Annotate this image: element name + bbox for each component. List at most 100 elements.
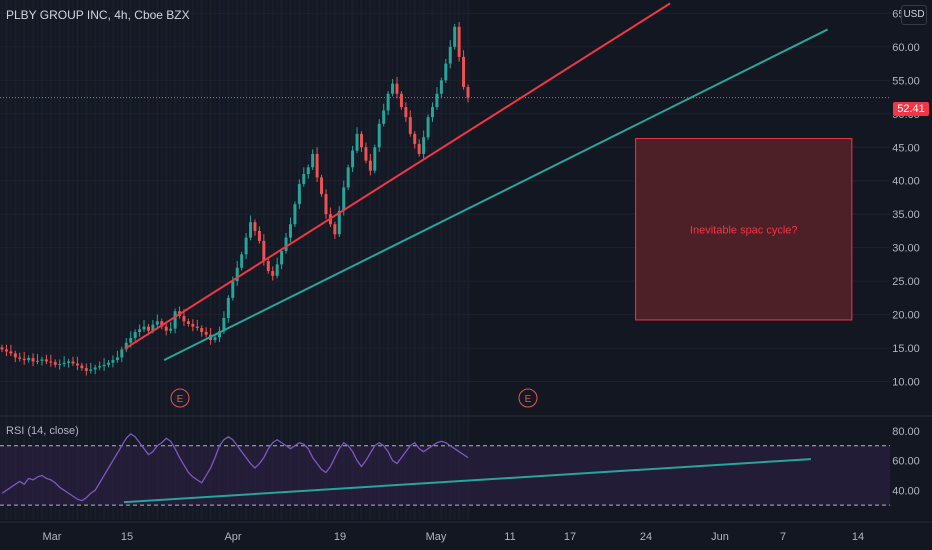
candle-body bbox=[435, 93, 439, 108]
candle-body bbox=[417, 143, 421, 154]
candle-body bbox=[351, 150, 355, 168]
session-stripe bbox=[129, 0, 133, 520]
session-stripe bbox=[204, 0, 208, 520]
session-stripe bbox=[200, 0, 204, 520]
session-stripe bbox=[302, 0, 306, 520]
session-stripe bbox=[448, 0, 452, 520]
candle-body bbox=[333, 224, 337, 235]
time-axis-label: May bbox=[426, 531, 447, 543]
candle-body bbox=[40, 359, 44, 361]
session-stripe bbox=[249, 0, 253, 520]
candle-body bbox=[444, 63, 448, 81]
session-stripe bbox=[217, 0, 221, 520]
candle-body bbox=[453, 26, 457, 47]
candle-body bbox=[391, 83, 395, 94]
candle-body bbox=[240, 254, 244, 268]
candle-body bbox=[342, 187, 346, 211]
session-stripe bbox=[58, 0, 62, 520]
session-stripe bbox=[226, 0, 230, 520]
candle-body bbox=[359, 133, 363, 148]
time-axis-label: 19 bbox=[334, 531, 346, 543]
session-stripe bbox=[244, 0, 248, 520]
candle-body bbox=[80, 365, 84, 369]
rsi-axis-label: 40.00 bbox=[892, 485, 920, 497]
candle-body bbox=[262, 240, 266, 262]
candle-body bbox=[231, 281, 235, 298]
candle-body bbox=[293, 204, 297, 225]
session-stripe bbox=[44, 0, 48, 520]
earnings-marker-label: E bbox=[177, 394, 184, 405]
session-stripe bbox=[355, 0, 359, 520]
earnings-marker-circle bbox=[518, 388, 538, 408]
price-axis-label: 45.00 bbox=[892, 142, 920, 154]
price-axis-label: 55.00 bbox=[892, 75, 920, 87]
session-stripe bbox=[453, 0, 457, 520]
session-stripe bbox=[27, 0, 31, 520]
candle-body bbox=[275, 264, 279, 276]
session-stripe bbox=[435, 0, 439, 520]
candle-body bbox=[266, 261, 270, 272]
candle-body bbox=[386, 93, 390, 111]
session-stripe bbox=[391, 0, 395, 520]
candle-body bbox=[22, 358, 26, 361]
candle-body bbox=[102, 364, 106, 367]
candle-body bbox=[213, 337, 217, 341]
session-stripe bbox=[466, 0, 470, 520]
candle-body bbox=[115, 357, 119, 361]
candle-body bbox=[182, 315, 186, 322]
candle-body bbox=[98, 366, 102, 368]
session-stripe bbox=[120, 0, 124, 520]
candle-body bbox=[75, 363, 79, 366]
price-axis-label: 40.00 bbox=[892, 176, 920, 188]
earnings-marker-label: E bbox=[525, 394, 532, 405]
session-stripe bbox=[173, 0, 177, 520]
candle-body bbox=[373, 147, 377, 171]
candle-body bbox=[58, 364, 62, 366]
session-stripe bbox=[422, 0, 426, 520]
session-stripe bbox=[253, 0, 257, 520]
candle-body bbox=[155, 321, 159, 325]
session-stripe bbox=[164, 0, 168, 520]
candle-body bbox=[160, 321, 164, 327]
session-stripe bbox=[9, 0, 13, 520]
session-stripe bbox=[138, 0, 142, 520]
time-axis-label: 15 bbox=[121, 531, 133, 543]
time-axis-label: 24 bbox=[640, 531, 652, 543]
session-stripe bbox=[386, 0, 390, 520]
session-stripe bbox=[426, 0, 430, 520]
candle-body bbox=[169, 328, 173, 331]
session-stripe bbox=[151, 0, 155, 520]
session-stripe bbox=[342, 0, 346, 520]
earnings-marker-circle bbox=[170, 388, 190, 408]
time-axis-label: 17 bbox=[564, 531, 576, 543]
candle-body bbox=[448, 46, 452, 64]
candle-body bbox=[49, 361, 53, 363]
price-axis-label: 10.00 bbox=[892, 377, 920, 389]
session-stripe bbox=[408, 0, 412, 520]
session-stripe bbox=[160, 0, 164, 520]
price-axis-label: 25.00 bbox=[892, 276, 920, 288]
rsi-band bbox=[0, 445, 890, 506]
candle-body bbox=[280, 251, 284, 265]
session-stripe bbox=[328, 0, 332, 520]
candle-body bbox=[457, 26, 461, 57]
session-stripe bbox=[75, 0, 79, 520]
candle-body bbox=[355, 133, 359, 151]
candle-body bbox=[235, 267, 239, 282]
price-axis-label: 60.00 bbox=[892, 42, 920, 54]
session-stripe bbox=[142, 0, 146, 520]
currency-button[interactable]: USD bbox=[901, 5, 927, 25]
price-axis-label: 15.00 bbox=[892, 343, 920, 355]
session-stripe bbox=[195, 0, 199, 520]
candle-body bbox=[430, 107, 434, 118]
session-stripe bbox=[115, 0, 119, 520]
candle-body bbox=[53, 362, 57, 365]
price-axis-label: 35.00 bbox=[892, 209, 920, 221]
session-stripe bbox=[288, 0, 292, 520]
session-stripe bbox=[351, 0, 355, 520]
candle-body bbox=[124, 342, 128, 350]
candle-body bbox=[302, 174, 306, 185]
candle-body bbox=[324, 194, 328, 215]
time-axis-label: 14 bbox=[852, 531, 864, 543]
